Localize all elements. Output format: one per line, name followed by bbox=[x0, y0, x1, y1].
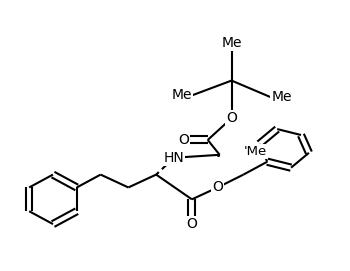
Text: O: O bbox=[178, 133, 189, 147]
Text: O: O bbox=[187, 217, 197, 231]
Text: HN: HN bbox=[164, 151, 184, 165]
Text: Me: Me bbox=[221, 36, 242, 50]
Text: Me: Me bbox=[172, 88, 192, 102]
Text: Me: Me bbox=[271, 91, 292, 104]
Text: O: O bbox=[212, 180, 223, 195]
Text: 'Me: 'Me bbox=[244, 145, 267, 158]
Text: O: O bbox=[226, 111, 237, 125]
